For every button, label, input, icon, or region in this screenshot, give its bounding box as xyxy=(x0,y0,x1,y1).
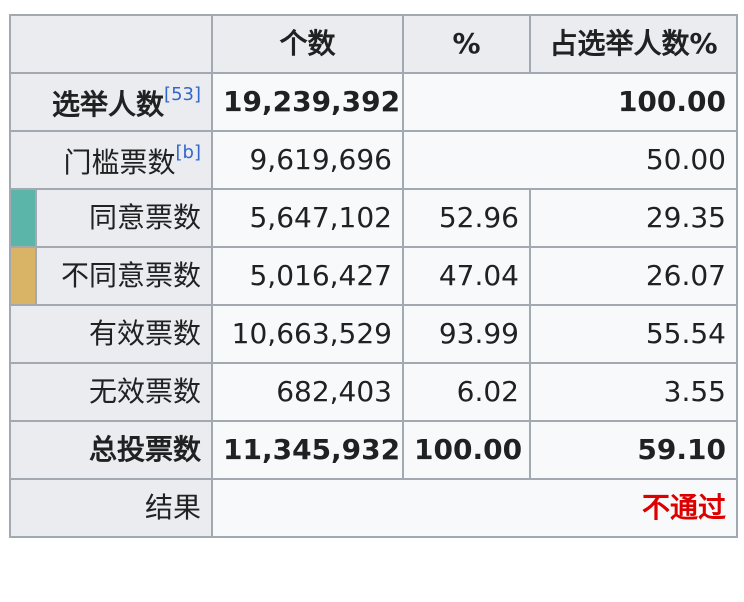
no-percent: 47.04 xyxy=(402,246,531,306)
valid-share: 55.54 xyxy=(529,304,738,364)
invalid-count: 682,403 xyxy=(211,362,404,422)
total-label: 总投票数 xyxy=(9,420,213,480)
valid-label: 有效票数 xyxy=(9,304,213,364)
total-row: 总投票数 11,345,932 100.00 59.10 xyxy=(9,420,738,480)
no-share: 26.07 xyxy=(529,246,738,306)
electorate-label-cell: 选举人数[53] xyxy=(9,72,213,132)
header-corner xyxy=(9,14,213,74)
result-row: 结果 不通过 xyxy=(9,478,738,538)
electorate-label: 选举人数 xyxy=(52,87,165,121)
yes-share: 29.35 xyxy=(529,188,738,248)
header-count: 个数 xyxy=(211,14,404,74)
no-row: 不同意票数 5,016,427 47.04 26.07 xyxy=(9,246,738,306)
threshold-label: 门槛票数 xyxy=(63,145,176,179)
result-label: 结果 xyxy=(9,478,213,538)
valid-percent: 93.99 xyxy=(402,304,531,364)
yes-count: 5,647,102 xyxy=(211,188,404,248)
yes-percent: 52.96 xyxy=(402,188,531,248)
yes-label: 同意票数 xyxy=(35,188,213,248)
total-share: 59.10 xyxy=(529,420,738,480)
valid-count: 10,663,529 xyxy=(211,304,404,364)
invalid-row: 无效票数 682,403 6.02 3.55 xyxy=(9,362,738,422)
header-share: 占选举人数% xyxy=(529,14,738,74)
total-percent: 100.00 xyxy=(402,420,531,480)
result-cell: 不通过 xyxy=(211,478,738,538)
electorate-ref-link[interactable]: [53] xyxy=(164,83,201,105)
electorate-share: 100.00 xyxy=(402,72,738,132)
result-value: 不通过 xyxy=(641,491,726,524)
electorate-count: 19,239,392 xyxy=(211,72,404,132)
invalid-share: 3.55 xyxy=(529,362,738,422)
header-row: 个数 % 占选举人数% xyxy=(9,14,738,74)
referendum-results-table: 个数 % 占选举人数% 选举人数[53] 19,239,392 100.00 门… xyxy=(9,14,738,538)
no-color-swatch xyxy=(9,246,37,306)
yes-row: 同意票数 5,647,102 52.96 29.35 xyxy=(9,188,738,248)
threshold-count: 9,619,696 xyxy=(211,130,404,190)
invalid-label: 无效票数 xyxy=(9,362,213,422)
valid-row: 有效票数 10,663,529 93.99 55.54 xyxy=(9,304,738,364)
invalid-percent: 6.02 xyxy=(402,362,531,422)
yes-color-swatch xyxy=(9,188,37,248)
no-count: 5,016,427 xyxy=(211,246,404,306)
threshold-ref-link[interactable]: [b] xyxy=(175,141,201,163)
no-label: 不同意票数 xyxy=(35,246,213,306)
threshold-row: 门槛票数[b] 9,619,696 50.00 xyxy=(9,130,738,190)
electorate-row: 选举人数[53] 19,239,392 100.00 xyxy=(9,72,738,132)
header-percent: % xyxy=(402,14,531,74)
threshold-share: 50.00 xyxy=(402,130,738,190)
total-count: 11,345,932 xyxy=(211,420,404,480)
threshold-label-cell: 门槛票数[b] xyxy=(9,130,213,190)
